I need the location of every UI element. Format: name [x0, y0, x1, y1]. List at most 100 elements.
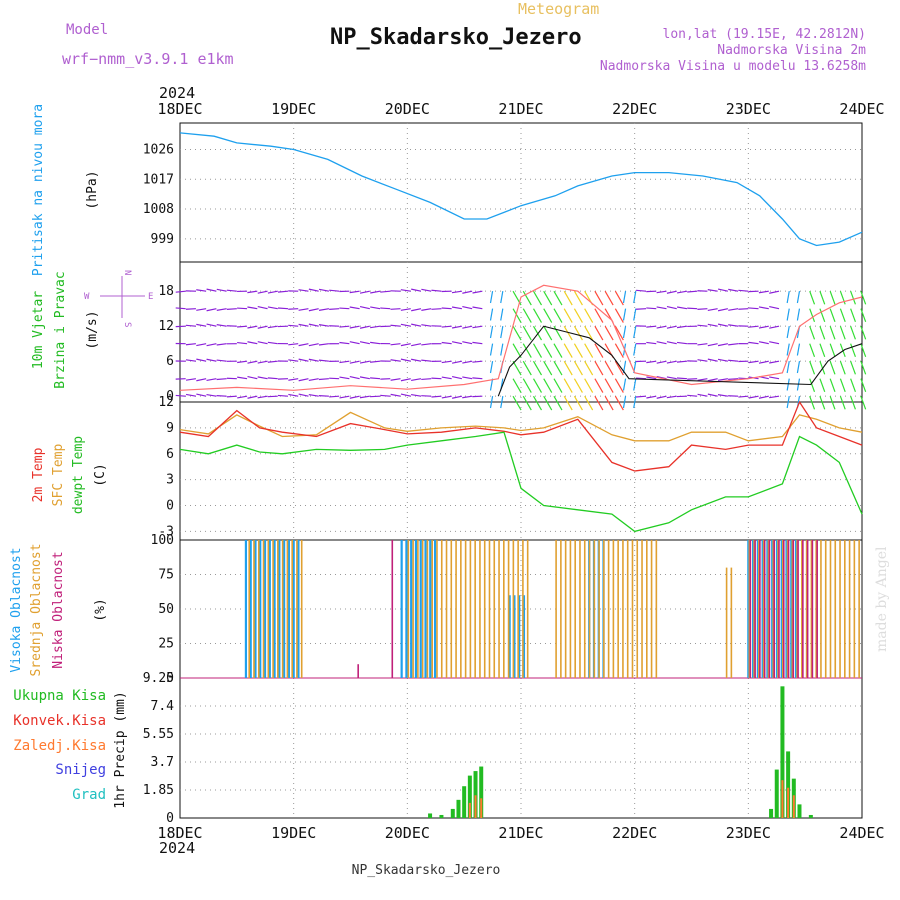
precip-total-bar [456, 799, 461, 818]
wind-barb [400, 378, 411, 382]
wind-barb [522, 360, 532, 376]
cloud-ytick-label: 0 [166, 671, 174, 686]
wind-barb [573, 378, 583, 393]
wind-barb [646, 341, 657, 345]
wind-barb [786, 291, 790, 304]
wind-barb [614, 290, 624, 306]
wind-barb [532, 308, 543, 323]
wind-barb [594, 308, 604, 323]
wind-barb [532, 290, 543, 306]
wind-barb [359, 325, 370, 329]
temp2m-line [179, 400, 863, 472]
wind-barb [553, 378, 563, 393]
wind-barb [728, 308, 739, 311]
wind-barb [532, 325, 543, 341]
wind-barb [421, 288, 432, 292]
wind-barb [298, 308, 309, 311]
temp2m-label: 2m Temp [31, 447, 46, 502]
wind-barb [786, 396, 790, 409]
wind-barb [829, 325, 836, 340]
wind-barb [850, 378, 856, 393]
wind-barb [421, 324, 432, 327]
wind-barb [796, 291, 801, 304]
wind-barb [769, 395, 780, 399]
wind-barb [339, 325, 350, 328]
wind-barb [786, 308, 790, 321]
precip-ytick-label: 9.25 [143, 671, 174, 686]
wind-barb [237, 376, 248, 380]
wind-barb [697, 359, 708, 362]
wind-barb [809, 290, 816, 305]
wind-barb [594, 290, 604, 306]
wind-barb [339, 360, 350, 364]
wind-barb [633, 326, 637, 339]
wind-barb [532, 360, 543, 376]
wind-barb [646, 395, 657, 399]
chart-layer: 999100810171026061218-303691202550751000… [143, 100, 885, 842]
wind-barb [728, 378, 739, 380]
wind-barb [247, 341, 258, 345]
wind-barb [622, 378, 627, 391]
wind-barb [636, 289, 647, 292]
wind-barb [728, 324, 739, 327]
temperature-ytick-label: 9 [166, 421, 174, 436]
wind-barb [472, 377, 483, 380]
wind-barb [622, 291, 627, 304]
wind-barb [298, 378, 309, 382]
wind-barb [522, 290, 532, 306]
legend-total: Ukupna Kisa [13, 688, 106, 704]
wind-barb [308, 343, 319, 347]
wind-barb [758, 395, 769, 399]
wind-barb [604, 360, 614, 376]
wind-barb [594, 360, 604, 376]
wind-barb [411, 343, 422, 347]
model-label: Model [66, 22, 108, 38]
wind-barb [633, 343, 637, 356]
precip-total-bar [479, 766, 484, 818]
xtick-label-top: 22DEC [612, 100, 657, 118]
wind-barb [489, 291, 494, 304]
wind-barb [687, 307, 698, 310]
wind-barb [717, 343, 728, 347]
wind-barb [451, 290, 462, 294]
wind-barb [809, 325, 816, 340]
wind-barb [359, 376, 370, 380]
wind-barb [175, 290, 186, 293]
wind-barb [370, 325, 381, 329]
wind-barb [553, 290, 563, 306]
wind-barb [298, 393, 309, 397]
wind-barb [451, 306, 462, 310]
precip-conv-bar [480, 798, 483, 818]
precip-total-bar [473, 771, 478, 818]
wind-barb [206, 323, 217, 327]
precip-ytick-label: 1.85 [143, 783, 174, 798]
wind-barb [594, 325, 604, 341]
wind-barb [646, 307, 657, 310]
wind-barb [728, 343, 739, 346]
wind-barb [489, 326, 494, 339]
wind-barb [196, 308, 207, 311]
wind-barb [614, 378, 624, 393]
wind-barb [563, 343, 573, 358]
wind-barb [216, 378, 227, 381]
wind-barb [666, 341, 677, 345]
wind-barb [604, 325, 614, 341]
wind-barb [329, 289, 340, 292]
precip-unit-label: 1hr Precip (mm) [113, 691, 128, 808]
cloud-ytick-label: 100 [151, 533, 174, 548]
wind-barb [666, 290, 677, 294]
wind-barb [646, 325, 657, 328]
wind-barb [829, 308, 836, 323]
wind-barb [622, 308, 627, 321]
wind-barb [237, 325, 248, 328]
wind-barb [614, 343, 624, 358]
wind-barb [257, 325, 268, 329]
temperature-panel: -3 0 3 6 9 12 [158, 395, 863, 541]
wind-barb [359, 360, 370, 364]
wind-barb [329, 395, 340, 398]
wind-barb [553, 308, 563, 323]
elevation-label: Nadmorska Visina 2m [717, 43, 866, 58]
wind-barb [339, 341, 350, 345]
wind-barb [298, 358, 309, 362]
precip-ytick-label: 7.4 [151, 699, 175, 714]
